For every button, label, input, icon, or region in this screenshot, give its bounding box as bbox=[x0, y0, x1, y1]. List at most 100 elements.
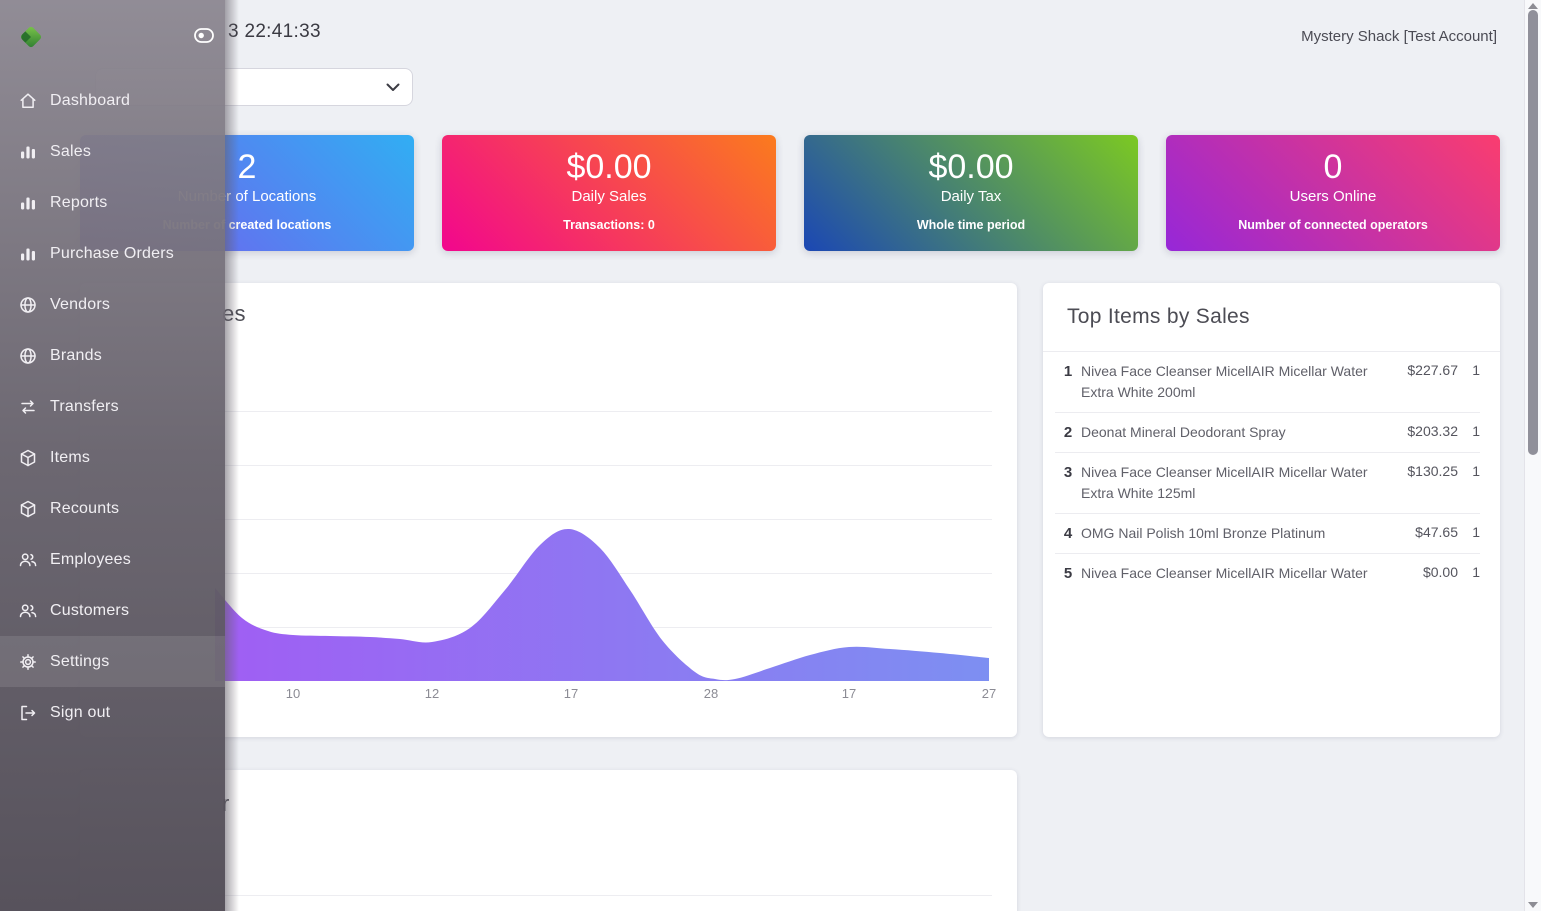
item-rank: 2 bbox=[1063, 424, 1073, 441]
bar-chart-icon bbox=[18, 193, 38, 213]
gridline bbox=[215, 465, 992, 466]
sidebar-item-label: Transfers bbox=[50, 397, 119, 415]
cube-icon bbox=[18, 499, 38, 519]
sidebar-item-settings[interactable]: Settings bbox=[0, 636, 225, 687]
sidebar-item-label: Sales bbox=[50, 142, 92, 160]
stat-card-daily-sales: $0.00 Daily Sales Transactions: 0 bbox=[442, 135, 776, 251]
item-amount: $130.25 bbox=[1407, 463, 1458, 479]
gridline bbox=[215, 573, 992, 574]
top-items-list: 1 Nivea Face Cleanser MicellAIR Micellar … bbox=[1043, 352, 1500, 593]
gear-icon bbox=[18, 652, 38, 672]
sidebar-item-transfers[interactable]: Transfers bbox=[0, 381, 225, 432]
sidebar-item-label: Recounts bbox=[50, 499, 120, 517]
cube-icon bbox=[18, 448, 38, 468]
gridline bbox=[215, 519, 992, 520]
stat-label: Daily Sales bbox=[571, 188, 647, 205]
account-name: Mystery Shack [Test Account] bbox=[1301, 28, 1497, 45]
gridline bbox=[215, 895, 992, 896]
x-axis-tick: 12 bbox=[424, 686, 440, 701]
top-item-row: 4 OMG Nail Polish 10ml Bronze Platinum $47… bbox=[1055, 514, 1480, 554]
sidebar-item-label: Sign out bbox=[50, 703, 111, 721]
globe-icon bbox=[18, 295, 38, 315]
sidebar-item-label: Vendors bbox=[50, 295, 111, 313]
item-name: Deonat Mineral Deodorant Spray bbox=[1081, 424, 1286, 440]
stat-card-users-online: 0 Users Online Number of connected operato… bbox=[1166, 135, 1500, 251]
sidebar-menu: Dashboard Sales Reports Purchase Orders Vend… bbox=[0, 75, 225, 738]
x-axis-tick: 17 bbox=[841, 686, 857, 701]
item-rank: 1 bbox=[1063, 363, 1073, 380]
page-scrollbar[interactable] bbox=[1524, 0, 1541, 911]
sidebar-item-vendors[interactable]: Vendors bbox=[0, 279, 225, 330]
item-name: OMG Nail Polish 10ml Bronze Platinum bbox=[1081, 525, 1326, 541]
sidebar-item-employees[interactable]: Employees bbox=[0, 534, 225, 585]
stat-card-daily-tax: $0.00 Daily Tax Whole time period bbox=[804, 135, 1138, 251]
gridline bbox=[215, 411, 992, 412]
logout-icon bbox=[18, 703, 38, 723]
sidebar-item-label: Dashboard bbox=[50, 91, 131, 109]
stat-label: Daily Tax bbox=[940, 188, 1002, 205]
clock-timestamp: 3 22:41:33 bbox=[228, 21, 321, 42]
sidebar-item-recounts[interactable]: Recounts bbox=[0, 483, 225, 534]
sidebar-item-customers[interactable]: Customers bbox=[0, 585, 225, 636]
transfer-arrows-icon bbox=[18, 397, 38, 417]
sidebar-item-label: Settings bbox=[50, 652, 110, 670]
top-item-row: 2 Deonat Mineral Deodorant Spray $203.32 1 bbox=[1055, 413, 1480, 453]
home-icon bbox=[18, 91, 38, 111]
sidebar-toggle-icon[interactable] bbox=[194, 28, 214, 43]
sidebar: Dashboard Sales Reports Purchase Orders Vend… bbox=[0, 0, 239, 911]
sidebar-item-label: Items bbox=[50, 448, 91, 466]
x-axis-tick: 17 bbox=[563, 686, 579, 701]
scrollbar-thumb[interactable] bbox=[1528, 10, 1538, 455]
sidebar-item-purchase-orders[interactable]: Purchase Orders bbox=[0, 228, 225, 279]
sidebar-item-reports[interactable]: Reports bbox=[0, 177, 225, 228]
item-rank: 3 bbox=[1063, 464, 1073, 481]
item-amount: $47.65 bbox=[1415, 524, 1458, 540]
sidebar-item-items[interactable]: Items bbox=[0, 432, 225, 483]
top-item-row: 5 Nivea Face Cleanser MicellAIR Micellar … bbox=[1055, 554, 1480, 593]
item-qty: 1 bbox=[1472, 524, 1480, 540]
item-rank: 5 bbox=[1063, 565, 1073, 582]
item-qty: 1 bbox=[1472, 564, 1480, 580]
globe-icon bbox=[18, 346, 38, 366]
people-icon bbox=[18, 601, 38, 621]
sidebar-item-label: Employees bbox=[50, 550, 131, 568]
sidebar-item-label: Reports bbox=[50, 193, 108, 211]
stat-value: $0.00 bbox=[928, 148, 1014, 186]
top-item-row: 1 Nivea Face Cleanser MicellAIR Micellar … bbox=[1055, 352, 1480, 413]
chevron-down-icon bbox=[386, 83, 400, 91]
bar-chart-icon bbox=[18, 142, 38, 162]
x-axis-tick: 27 bbox=[981, 686, 997, 701]
x-axis-tick: 28 bbox=[703, 686, 719, 701]
top-items-header: Top Items by Sales bbox=[1043, 283, 1500, 352]
x-axis-tick: 10 bbox=[285, 686, 301, 701]
top-items-panel: Top Items by Sales 1 Nivea Face Cleanser … bbox=[1043, 283, 1500, 737]
sidebar-item-label: Brands bbox=[50, 346, 102, 364]
bar-chart-icon bbox=[18, 244, 38, 264]
people-icon bbox=[18, 550, 38, 570]
item-qty: 1 bbox=[1472, 362, 1480, 378]
item-name: Nivea Face Cleanser MicellAIR Micellar W… bbox=[1081, 363, 1368, 400]
stat-value: 0 bbox=[1323, 148, 1343, 186]
item-name: Nivea Face Cleanser MicellAIR Micellar W… bbox=[1081, 464, 1368, 501]
scrollbar-down-arrow[interactable] bbox=[1528, 902, 1538, 908]
sidebar-item-sign-out[interactable]: Sign out bbox=[0, 687, 225, 738]
item-amount: $227.67 bbox=[1407, 362, 1458, 378]
sidebar-item-label: Customers bbox=[50, 601, 130, 619]
item-amount: $203.32 bbox=[1407, 423, 1458, 439]
gridline bbox=[215, 627, 992, 628]
item-name: Nivea Face Cleanser MicellAIR Micellar W… bbox=[1081, 565, 1368, 581]
item-rank: 4 bbox=[1063, 525, 1073, 542]
item-amount: $0.00 bbox=[1422, 564, 1458, 580]
sidebar-item-label: Purchase Orders bbox=[50, 244, 174, 262]
item-qty: 1 bbox=[1472, 423, 1480, 439]
sidebar-item-sales[interactable]: Sales bbox=[0, 126, 225, 177]
sidebar-item-dashboard[interactable]: Dashboard bbox=[0, 75, 225, 126]
stat-subtext: Transactions: 0 bbox=[563, 218, 655, 232]
green-diamond-logo bbox=[20, 26, 42, 48]
sidebar-item-brands[interactable]: Brands bbox=[0, 330, 225, 381]
scrollbar-up-arrow[interactable] bbox=[1528, 3, 1538, 9]
item-qty: 1 bbox=[1472, 463, 1480, 479]
stat-subtext: Number of connected operators bbox=[1238, 218, 1428, 232]
stat-subtext: Whole time period bbox=[916, 218, 1026, 232]
